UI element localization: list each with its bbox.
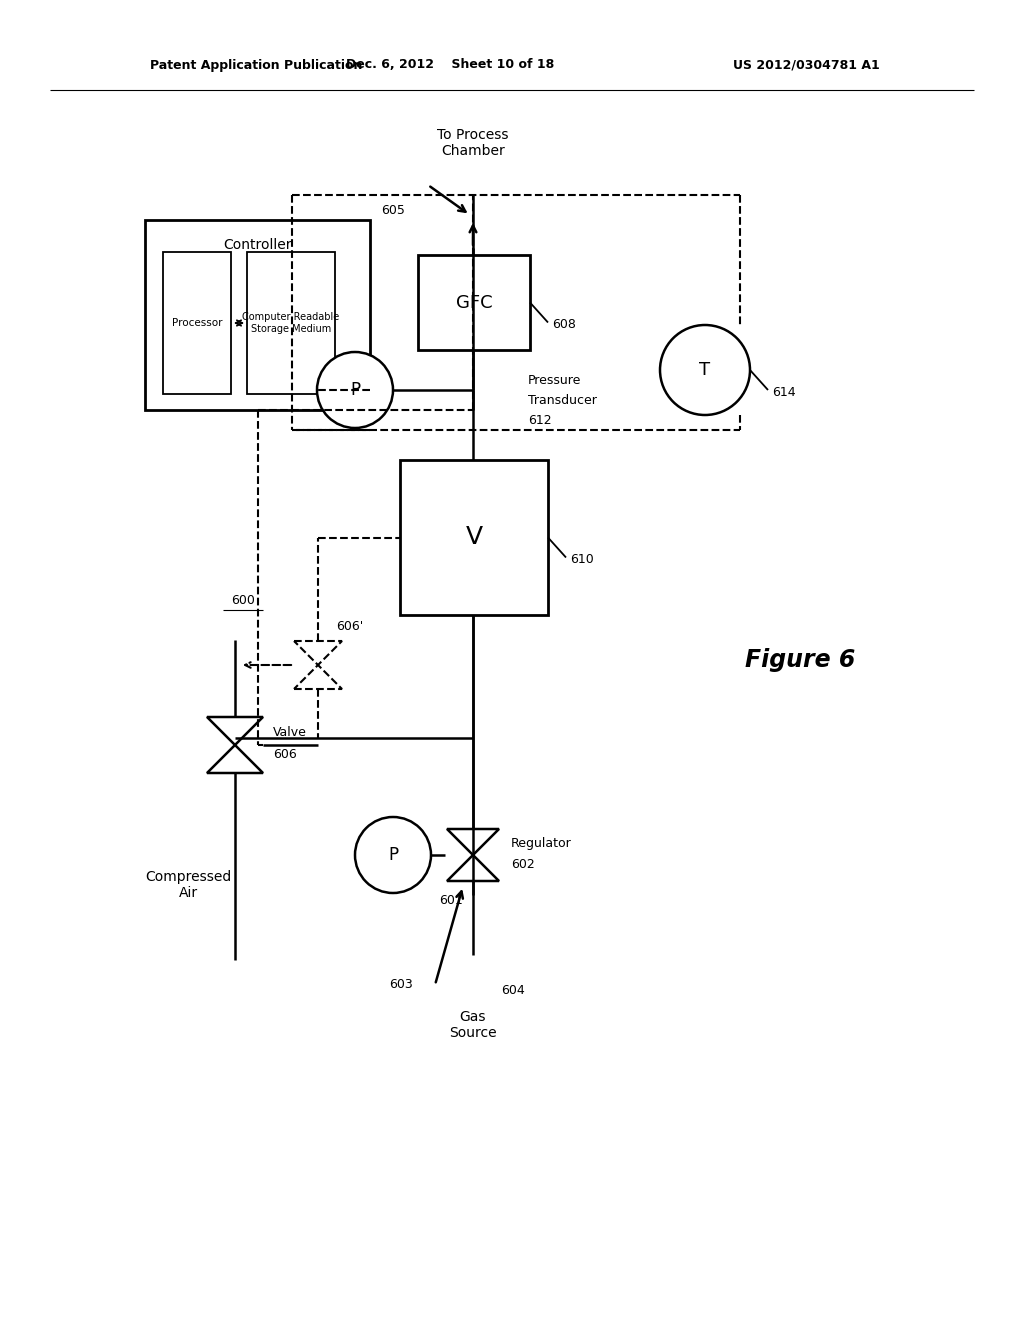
Text: V: V	[466, 525, 482, 549]
Text: US 2012/0304781 A1: US 2012/0304781 A1	[733, 58, 880, 71]
Circle shape	[660, 325, 750, 414]
Text: Valve: Valve	[273, 726, 307, 739]
Text: Regulator: Regulator	[511, 837, 571, 850]
Circle shape	[355, 817, 431, 894]
Text: 612: 612	[528, 413, 552, 426]
Text: 600: 600	[231, 594, 255, 606]
Text: 606: 606	[273, 748, 297, 762]
Text: 606': 606'	[336, 620, 364, 634]
Text: Patent Application Publication: Patent Application Publication	[150, 58, 362, 71]
Circle shape	[317, 352, 393, 428]
Text: Dec. 6, 2012    Sheet 10 of 18: Dec. 6, 2012 Sheet 10 of 18	[346, 58, 554, 71]
Text: GFC: GFC	[456, 293, 493, 312]
Text: 601: 601	[439, 895, 463, 908]
Text: Controller: Controller	[223, 238, 292, 252]
Text: 603: 603	[389, 978, 413, 991]
Bar	[163, 252, 231, 393]
Text: Pressure: Pressure	[528, 374, 582, 387]
Bar	[400, 459, 548, 615]
Text: To Process
Chamber: To Process Chamber	[437, 128, 509, 158]
Text: Computer Readable
Storage Medium: Computer Readable Storage Medium	[243, 313, 340, 334]
Text: 608: 608	[552, 318, 575, 331]
Text: Compressed
Air: Compressed Air	[144, 870, 231, 900]
Text: Figure 6: Figure 6	[744, 648, 855, 672]
Text: P: P	[350, 381, 360, 399]
Text: P: P	[388, 846, 398, 865]
Bar	[145, 220, 370, 411]
Text: T: T	[699, 360, 711, 379]
Text: 610: 610	[570, 553, 594, 566]
Text: Gas
Source: Gas Source	[450, 1010, 497, 1040]
Bar	[418, 255, 530, 350]
Text: 604: 604	[501, 983, 524, 997]
Text: Transducer: Transducer	[528, 393, 597, 407]
Bar	[247, 252, 335, 393]
Text: 602: 602	[511, 858, 535, 871]
Text: Processor: Processor	[172, 318, 222, 327]
Text: 614: 614	[772, 385, 796, 399]
Text: 605: 605	[381, 203, 406, 216]
